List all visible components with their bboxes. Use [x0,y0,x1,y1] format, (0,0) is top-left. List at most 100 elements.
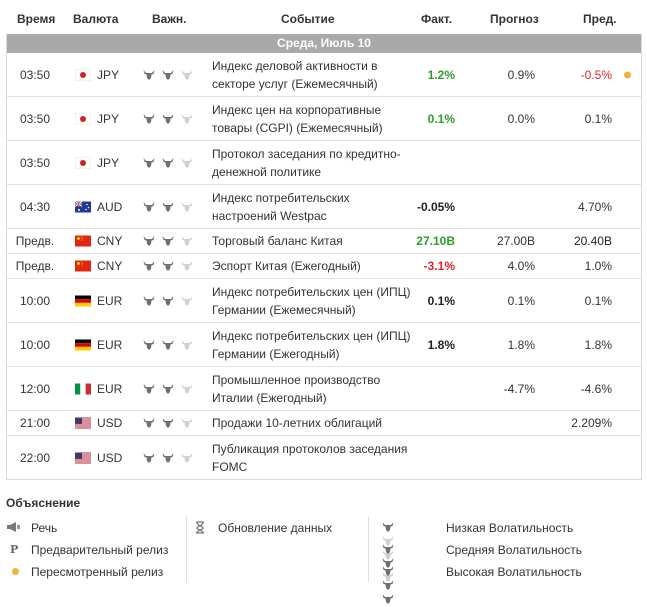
actual-value: 1.2% [427,67,455,82]
usa-flag-icon [75,452,91,463]
table-row[interactable]: Предв. CNY Торговый баланс Китая 27.10B 27.0… [7,228,641,253]
actual-value: 0.1% [427,293,455,308]
legend-divider [368,516,369,582]
table-row[interactable]: 21:00 USD Продажи 10-летних облигаций 2.209… [7,410,641,435]
currency-code: EUR [97,293,123,308]
bull-icon [162,69,174,80]
forecast-value: 0.9% [507,67,535,82]
event-name-link[interactable]: Продажи 10-летних облигаций [212,416,383,430]
currency-code: EUR [97,337,123,352]
event-time: Предв. [15,259,55,273]
currency-code: CNY [97,234,123,248]
bull-icon [143,418,155,428]
bull-icon [143,157,155,168]
table-row[interactable]: 10:00 EUR Индекс потребительских цен (ИПЦ)… [7,278,641,322]
currency-code: CNY [97,259,123,273]
legend-mid-label: Средняя Волатильность [446,543,583,557]
bull-icon [382,544,394,554]
bull-icon [181,113,193,124]
bull-icon [181,339,193,350]
event-name-link[interactable]: Промышленное производство Италии (Ежегод… [212,372,381,405]
bull-icon [181,157,193,168]
table-row[interactable]: 03:50 JPY Индекс цен на корпоративные това… [7,96,641,140]
volatility-indicator [143,69,200,81]
table-header: Время Валюта Важн. Событие Факт. Прогноз… [6,0,642,34]
col-importance-header[interactable]: Важн. [152,12,187,26]
bull-icon [382,572,394,582]
volatility-indicator [143,339,200,351]
megaphone-icon [6,521,22,536]
volatility-indicator [143,260,200,272]
event-name-link[interactable]: Индекс деловой активности в секторе услу… [212,58,378,91]
actual-value: -0.05% [416,199,455,214]
event-name-link[interactable]: Протокол заседания по кредитно-денежной … [212,146,401,179]
event-time: 12:00 [19,381,51,396]
bull-icon [382,536,394,546]
currency-code: USD [97,416,123,430]
volatility-indicator [143,383,200,395]
china-flag-icon [75,235,91,247]
event-time: 10:00 [19,293,51,308]
usa-flag-icon [75,417,91,429]
legend: Объяснение Речь P Предварительный релиз … [6,492,642,604]
table-row[interactable]: Предв. CNY Эспорт Китая (Ежегодный) -3.1% 4.… [7,253,641,278]
china-flag-icon [75,260,91,272]
event-name-link[interactable]: Торговый баланс Китая [212,234,343,248]
previous-value: 20.40B [573,234,612,248]
bull-icon [181,236,193,246]
event-time: 04:30 [19,199,51,214]
high-volatility-bulls-icon [382,565,401,607]
low-volatility-bulls-icon [382,521,401,563]
previous-value: 0.1% [584,293,612,308]
legend-data-update-label: Обновление данных [218,521,333,535]
bull-icon [162,113,174,124]
date-bar: Среда, Июль 10 [7,34,641,53]
japan-flag-icon [75,69,91,80]
bull-icon [143,383,155,394]
col-time-header[interactable]: Время [17,12,56,26]
col-forecast-header[interactable]: Прогноз [490,12,539,26]
legend-divider [186,516,187,582]
calendar-rows: 03:50 JPY Индекс деловой активности в сект… [7,53,641,479]
bull-icon [181,452,193,463]
col-actual-header[interactable]: Факт. [421,12,453,26]
bull-icon [162,295,174,306]
volatility-indicator [143,417,200,429]
bull-icon [143,69,155,80]
bull-icon [143,261,155,271]
col-previous-header[interactable]: Пред. [583,12,617,26]
event-name-link[interactable]: Индекс потребительских цен (ИПЦ) Германи… [212,328,411,361]
actual-value: 27.10B [416,234,455,248]
table-row[interactable]: 03:50 JPY Протокол заседания по кредитно-д… [7,140,641,184]
legend-low-label: Низкая Волатильность [446,521,574,535]
col-event-header[interactable]: Событие [281,12,335,26]
volatility-indicator [143,113,200,125]
col-currency-header[interactable]: Валюта [73,12,119,26]
bull-icon [162,201,174,212]
bull-icon [162,452,174,463]
australia-flag-icon [75,201,91,212]
currency-code: USD [97,450,123,465]
forecast-value: 1.8% [507,337,535,352]
event-time: Предв. [15,234,55,248]
previous-value: 2.209% [571,416,612,430]
event-time: 22:00 [19,450,51,465]
table-row[interactable]: 04:30 AUD Индекс потребительских настроени… [7,184,641,228]
table-row[interactable]: 03:50 JPY Индекс деловой активности в сект… [7,53,641,96]
event-name-link[interactable]: Публикация протоколов заседания FOMC [212,441,408,474]
table-row[interactable]: 10:00 EUR Индекс потребительских цен (ИПЦ)… [7,322,641,366]
bull-icon [382,566,394,576]
bull-icon [143,113,155,124]
table-row[interactable]: 22:00 USD Публикация протоколов заседания … [7,435,641,479]
japan-flag-icon [75,113,91,124]
event-name-link[interactable]: Эспорт Китая (Ежегодный) [212,259,361,273]
bull-icon [162,157,174,168]
germany-flag-icon [75,295,91,306]
table-row[interactable]: 12:00 EUR Промышленное производство Италии… [7,366,641,410]
event-name-link[interactable]: Индекс потребительских цен (ИПЦ) Германи… [212,284,411,317]
bull-icon [162,236,174,246]
event-name-link[interactable]: Индекс потребительских настроений Westpa… [212,190,350,223]
event-name-link[interactable]: Индекс цен на корпоративные товары (CGPI… [212,102,383,135]
bull-icon [143,201,155,212]
forecast-value: -4.7% [503,381,535,396]
